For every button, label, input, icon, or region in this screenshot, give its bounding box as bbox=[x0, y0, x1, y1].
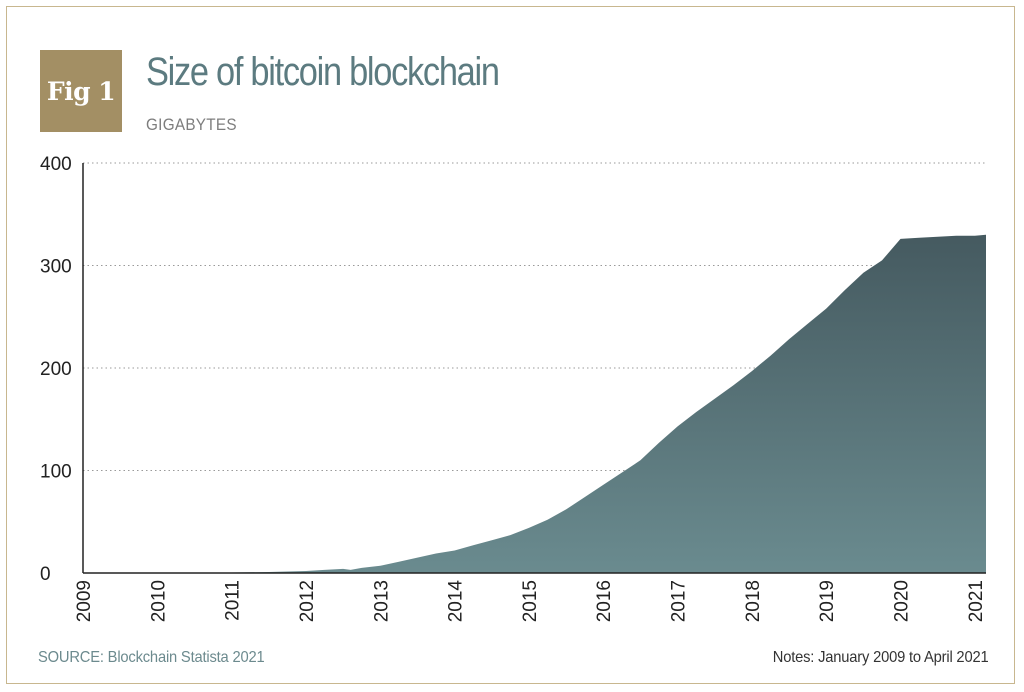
chart-subtitle: GIGABYTES bbox=[146, 115, 237, 134]
x-tick-label: 2012 bbox=[297, 580, 318, 622]
x-tick-label: 2011 bbox=[223, 580, 244, 621]
figure-badge-label: Fig 1 bbox=[46, 76, 116, 106]
x-tick-label: 2013 bbox=[371, 580, 392, 622]
x-tick-label: 2016 bbox=[594, 580, 615, 622]
x-tick-label: 2010 bbox=[148, 580, 169, 622]
y-tick-label: 200 bbox=[40, 359, 72, 380]
x-tick-label: 2015 bbox=[520, 580, 541, 622]
figure-badge: Fig 1 bbox=[40, 50, 122, 132]
chart-title: Size of bitcoin blockchain bbox=[146, 50, 500, 94]
x-tick-label: 2020 bbox=[892, 580, 913, 622]
x-tick-label: 2018 bbox=[743, 580, 764, 622]
y-tick-label: 0 bbox=[40, 564, 51, 585]
x-tick-label: 2021 bbox=[966, 580, 987, 622]
x-tick-label: 2019 bbox=[817, 580, 838, 622]
source-note: SOURCE: Blockchain Statista 2021 bbox=[38, 649, 265, 666]
date-range-note: Notes: January 2009 to April 2021 bbox=[772, 649, 988, 666]
y-tick-label: 300 bbox=[40, 257, 72, 278]
data-area bbox=[83, 234, 986, 574]
y-tick-label: 100 bbox=[40, 462, 72, 483]
y-tick-label: 400 bbox=[40, 154, 72, 175]
x-tick-label: 2017 bbox=[669, 580, 690, 622]
y-axis-ticks: 0 100 200 300 400 bbox=[40, 154, 72, 585]
x-tick-label: 2014 bbox=[446, 580, 467, 623]
x-axis-ticks: 2009 2010 2011 2012 2013 2014 2015 2016 2017 2018… bbox=[74, 580, 987, 623]
x-tick-label: 2009 bbox=[74, 580, 95, 622]
